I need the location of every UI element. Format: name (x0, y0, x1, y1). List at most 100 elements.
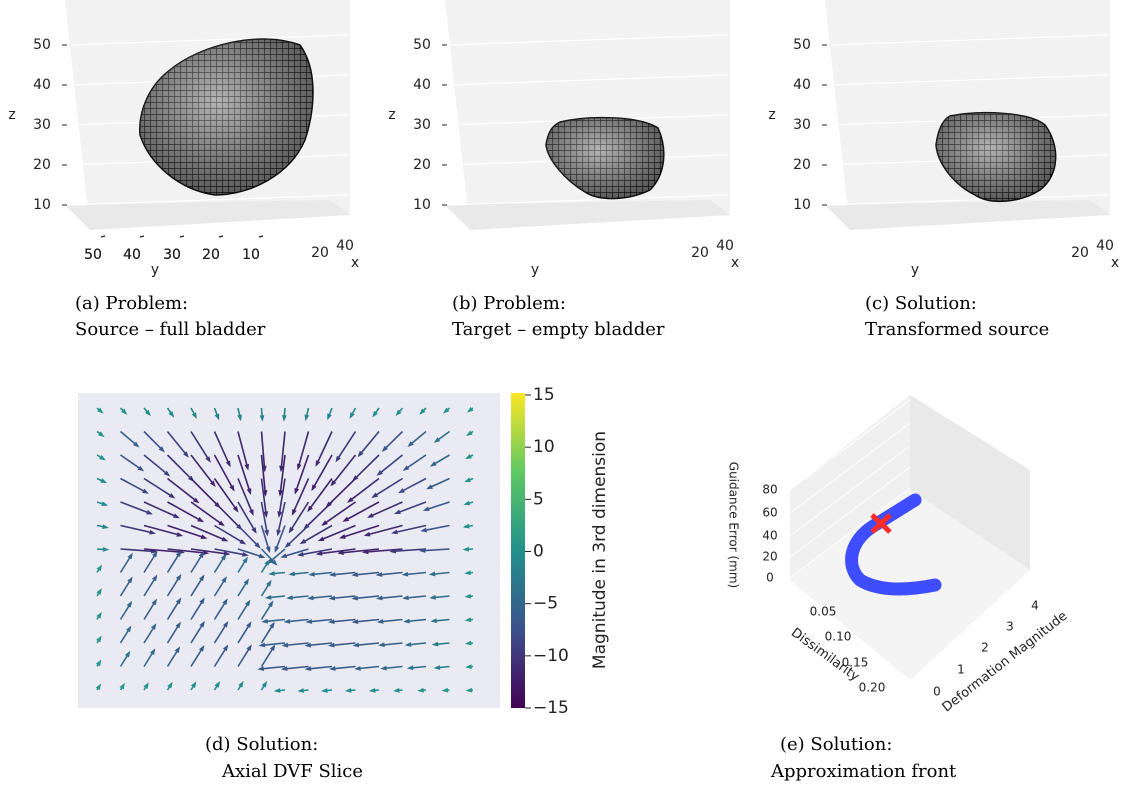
arrow-head (248, 509, 254, 516)
arrow-head (291, 508, 297, 516)
z-axis-label: z (768, 107, 775, 123)
arrow-head (391, 529, 398, 535)
left-wall (790, 395, 910, 580)
arrow-head (137, 465, 145, 472)
arrow-head (221, 576, 227, 583)
arrow-head (192, 497, 200, 504)
back-pane (445, 0, 730, 230)
floor-pane (65, 200, 350, 230)
arrow-head (149, 529, 156, 535)
vector-arrow (315, 431, 333, 466)
colorbar-tick-label: 0 (533, 542, 544, 562)
arrow-head (261, 680, 268, 688)
y-tick-label: 0.20 (859, 681, 886, 695)
vector-arrow (274, 525, 286, 552)
arrow-head (366, 513, 374, 518)
vector-arrow (363, 548, 403, 554)
vector-arrow (276, 501, 286, 535)
vector-arrow (298, 548, 333, 556)
arrow-head (175, 550, 182, 558)
arrow-head (328, 642, 335, 648)
vector-arrow (237, 454, 252, 494)
arrow-head (174, 646, 181, 654)
arrow-head (398, 488, 405, 494)
arrow-head (342, 516, 350, 522)
vector-arrow (214, 524, 245, 545)
arrow-head (99, 454, 106, 461)
arrow-head (237, 414, 242, 422)
x-tick-label: 2 (981, 641, 989, 655)
x-tick-label: 40 (336, 238, 354, 254)
grid-line (447, 34, 729, 46)
arrow-head (242, 556, 248, 564)
arrow-head (372, 410, 378, 418)
floor-pane (825, 200, 1110, 230)
arrow-head (273, 688, 281, 693)
arrow-head (258, 642, 266, 648)
arrow-head (297, 551, 304, 557)
vector-arrow (214, 548, 247, 556)
arrow-head (96, 564, 102, 572)
arrow-head (337, 550, 344, 556)
arrow-head (245, 599, 251, 607)
z-tick-label: 20 (793, 157, 811, 173)
arrow-head (335, 455, 341, 463)
arrow-head (315, 460, 321, 467)
x-tick-label: 40 (716, 238, 734, 254)
vector-arrow (260, 454, 267, 495)
arrow-head (199, 620, 205, 628)
grid-line (67, 194, 349, 206)
vector-arrow (291, 478, 310, 515)
y-tick-label: 50 (84, 247, 102, 263)
arrow-head (269, 621, 275, 629)
z-axis-label: Guidance Error (mm) (727, 462, 741, 588)
arrow-head (214, 413, 220, 421)
arrow-head (381, 445, 388, 452)
grid-line (789, 399, 911, 491)
arrow-head (394, 509, 401, 515)
vector-arrow (335, 431, 357, 462)
arrow-head (431, 641, 439, 647)
arrow-head (465, 664, 472, 670)
colorbar-tick-label: 15 (533, 385, 555, 405)
vector-arrow (237, 524, 260, 548)
arrow-head (102, 546, 110, 552)
arrow-head (175, 597, 182, 605)
arrow-head (264, 559, 270, 566)
vector-arrow (260, 431, 266, 471)
arrow-head (417, 687, 424, 693)
arrow-head (429, 461, 437, 467)
z-axis-label: z (388, 107, 395, 123)
arrow-head (175, 621, 181, 629)
vector-arrow (120, 548, 156, 553)
x-tick-label: 20 (691, 245, 709, 261)
caption-line: (e) Solution: (780, 734, 892, 755)
arrow-head (246, 644, 252, 652)
arrow-head (401, 571, 409, 577)
arrow-head (257, 666, 265, 672)
arrow-head (261, 618, 268, 624)
grid-line (827, 74, 1109, 86)
arrow-head (466, 430, 473, 436)
arrow-head (221, 536, 229, 542)
arrow-head (420, 527, 427, 533)
x-tick-label: 0 (933, 685, 941, 699)
vector-arrow (348, 477, 380, 503)
colorbar-tick-label: −15 (533, 698, 569, 718)
arrow-head (175, 573, 182, 581)
arrow-head (363, 531, 371, 537)
arrow-head (297, 688, 304, 693)
vector-arrow (213, 454, 235, 491)
arrow-head (96, 588, 102, 595)
vector-arrow (260, 525, 271, 552)
vector-arrow (190, 548, 229, 555)
tick (258, 235, 264, 238)
arrow-head (307, 595, 314, 601)
vector-arrow (143, 524, 182, 537)
y-axis-label: y (151, 262, 159, 278)
arrow-head (266, 579, 272, 587)
arrow-head (246, 621, 252, 629)
arrow-head (464, 640, 472, 646)
y-axis-label: y (911, 262, 919, 278)
arrow-head (351, 595, 359, 601)
